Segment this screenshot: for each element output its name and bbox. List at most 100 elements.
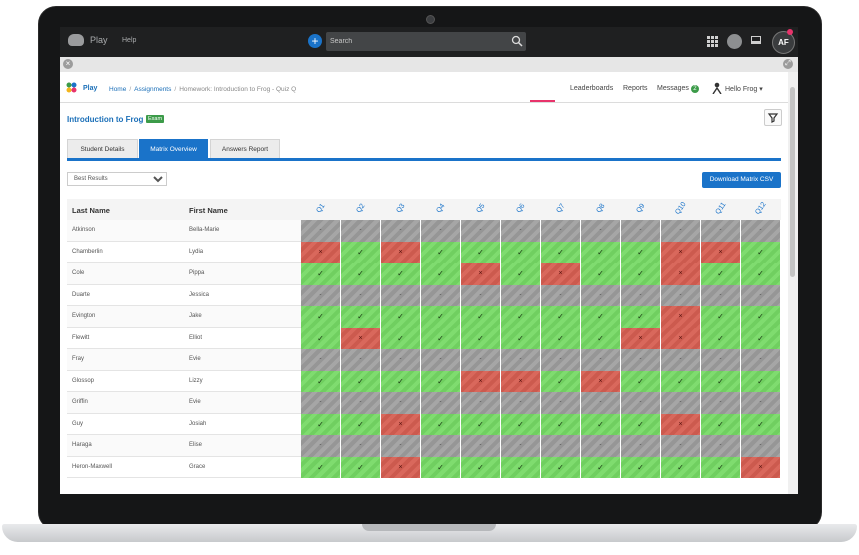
correct-answer-cell[interactable]: ✓: [501, 327, 541, 349]
correct-answer-cell[interactable]: ✓: [421, 306, 461, 328]
no-answer-cell[interactable]: -: [661, 392, 701, 414]
no-answer-cell[interactable]: -: [381, 392, 421, 414]
no-answer-cell[interactable]: -: [541, 392, 581, 414]
scrollbar[interactable]: [788, 72, 798, 494]
correct-answer-cell[interactable]: ✓: [501, 413, 541, 435]
no-answer-cell[interactable]: -: [381, 435, 421, 457]
correct-answer-cell[interactable]: ✓: [421, 456, 461, 478]
help-link[interactable]: Help: [122, 37, 137, 44]
table-row[interactable]: Heron-Maxwell Grace ✓ ✓ × ✓ ✓ ✓ ✓ ✓ ✓ ✓ ✓ ×: [67, 456, 781, 478]
play-logo-icon[interactable]: [65, 81, 78, 94]
correct-answer-cell[interactable]: ✓: [581, 263, 621, 285]
incorrect-answer-cell[interactable]: ×: [381, 456, 421, 478]
no-answer-cell[interactable]: -: [621, 435, 661, 457]
download-csv-button[interactable]: Download Matrix CSV: [702, 172, 781, 188]
correct-answer-cell[interactable]: ✓: [421, 241, 461, 263]
no-answer-cell[interactable]: -: [461, 435, 501, 457]
no-answer-cell[interactable]: -: [581, 435, 621, 457]
incorrect-answer-cell[interactable]: ×: [341, 327, 381, 349]
correct-answer-cell[interactable]: ✓: [421, 327, 461, 349]
correct-answer-cell[interactable]: ✓: [381, 370, 421, 392]
no-answer-cell[interactable]: -: [381, 349, 421, 371]
no-answer-cell[interactable]: -: [741, 284, 781, 306]
correct-answer-cell[interactable]: ✓: [501, 306, 541, 328]
no-answer-cell[interactable]: -: [421, 435, 461, 457]
tab-answers-report[interactable]: Answers Report: [210, 139, 280, 158]
table-row[interactable]: Flewitt Elliot ✓ × ✓ ✓ ✓ ✓ ✓ ✓ × × ✓ ✓: [67, 327, 781, 349]
add-button[interactable]: +: [308, 34, 322, 48]
last-name-header[interactable]: Last Name: [72, 206, 110, 215]
no-answer-cell[interactable]: -: [741, 220, 781, 242]
correct-answer-cell[interactable]: ✓: [701, 263, 741, 285]
no-answer-cell[interactable]: -: [301, 392, 341, 414]
no-answer-cell[interactable]: -: [701, 435, 741, 457]
no-answer-cell[interactable]: -: [701, 349, 741, 371]
no-answer-cell[interactable]: -: [461, 349, 501, 371]
incorrect-answer-cell[interactable]: ×: [661, 263, 701, 285]
no-answer-cell[interactable]: -: [661, 284, 701, 306]
no-answer-cell[interactable]: -: [301, 220, 341, 242]
no-answer-cell[interactable]: -: [581, 220, 621, 242]
no-answer-cell[interactable]: -: [541, 284, 581, 306]
no-answer-cell[interactable]: -: [341, 349, 381, 371]
no-answer-cell[interactable]: -: [621, 284, 661, 306]
no-answer-cell[interactable]: -: [501, 284, 541, 306]
results-select[interactable]: Best Results: [67, 172, 167, 186]
correct-answer-cell[interactable]: ✓: [381, 306, 421, 328]
correct-answer-cell[interactable]: ✓: [741, 263, 781, 285]
correct-answer-cell[interactable]: ✓: [341, 241, 381, 263]
correct-answer-cell[interactable]: ✓: [621, 263, 661, 285]
avatar[interactable]: AF: [772, 31, 795, 54]
no-answer-cell[interactable]: -: [301, 435, 341, 457]
correct-answer-cell[interactable]: ✓: [741, 327, 781, 349]
incorrect-answer-cell[interactable]: ×: [381, 241, 421, 263]
table-row[interactable]: Duarte Jessica - - - - - - - - - - - -: [67, 284, 781, 306]
messages-link[interactable]: Messages 2: [657, 85, 699, 93]
tab-matrix-overview[interactable]: Matrix Overview: [139, 139, 208, 158]
no-answer-cell[interactable]: -: [421, 349, 461, 371]
correct-answer-cell[interactable]: ✓: [621, 413, 661, 435]
no-answer-cell[interactable]: -: [541, 435, 581, 457]
correct-answer-cell[interactable]: ✓: [621, 241, 661, 263]
table-row[interactable]: Fray Evie - - - - - - - - - - - -: [67, 349, 781, 371]
table-row[interactable]: Atkinson Bella-Marie - - - - - - - - - - - -: [67, 220, 781, 242]
no-answer-cell[interactable]: -: [701, 220, 741, 242]
correct-answer-cell[interactable]: ✓: [421, 370, 461, 392]
correct-answer-cell[interactable]: ✓: [701, 306, 741, 328]
correct-answer-cell[interactable]: ✓: [301, 370, 341, 392]
tab-student-details[interactable]: Student Details: [67, 139, 138, 158]
incorrect-answer-cell[interactable]: ×: [461, 263, 501, 285]
incorrect-answer-cell[interactable]: ×: [701, 241, 741, 263]
correct-answer-cell[interactable]: ✓: [621, 370, 661, 392]
reports-link[interactable]: Reports: [623, 85, 648, 92]
status-circle-icon[interactable]: [727, 34, 742, 49]
correct-answer-cell[interactable]: ✓: [701, 456, 741, 478]
user-menu[interactable]: Hello Frog ▾: [725, 86, 763, 93]
correct-answer-cell[interactable]: ✓: [501, 263, 541, 285]
no-answer-cell[interactable]: -: [461, 392, 501, 414]
no-answer-cell[interactable]: -: [501, 220, 541, 242]
no-answer-cell[interactable]: -: [341, 392, 381, 414]
frog-logo-icon[interactable]: [68, 34, 84, 46]
correct-answer-cell[interactable]: ✓: [741, 413, 781, 435]
correct-answer-cell[interactable]: ✓: [501, 241, 541, 263]
incorrect-answer-cell[interactable]: ×: [301, 241, 341, 263]
close-icon[interactable]: ×: [63, 59, 73, 69]
correct-answer-cell[interactable]: ✓: [701, 413, 741, 435]
breadcrumb-home[interactable]: Home: [109, 86, 127, 93]
search-icon[interactable]: [511, 35, 523, 47]
no-answer-cell[interactable]: -: [421, 392, 461, 414]
correct-answer-cell[interactable]: ✓: [461, 327, 501, 349]
correct-answer-cell[interactable]: ✓: [621, 306, 661, 328]
search-input[interactable]: [330, 34, 500, 49]
incorrect-answer-cell[interactable]: ×: [741, 456, 781, 478]
incorrect-answer-cell[interactable]: ×: [501, 370, 541, 392]
no-answer-cell[interactable]: -: [741, 435, 781, 457]
incorrect-answer-cell[interactable]: ×: [461, 370, 501, 392]
incorrect-answer-cell[interactable]: ×: [621, 327, 661, 349]
correct-answer-cell[interactable]: ✓: [541, 327, 581, 349]
no-answer-cell[interactable]: -: [621, 349, 661, 371]
filter-button[interactable]: [764, 109, 782, 126]
correct-answer-cell[interactable]: ✓: [301, 456, 341, 478]
correct-answer-cell[interactable]: ✓: [741, 241, 781, 263]
